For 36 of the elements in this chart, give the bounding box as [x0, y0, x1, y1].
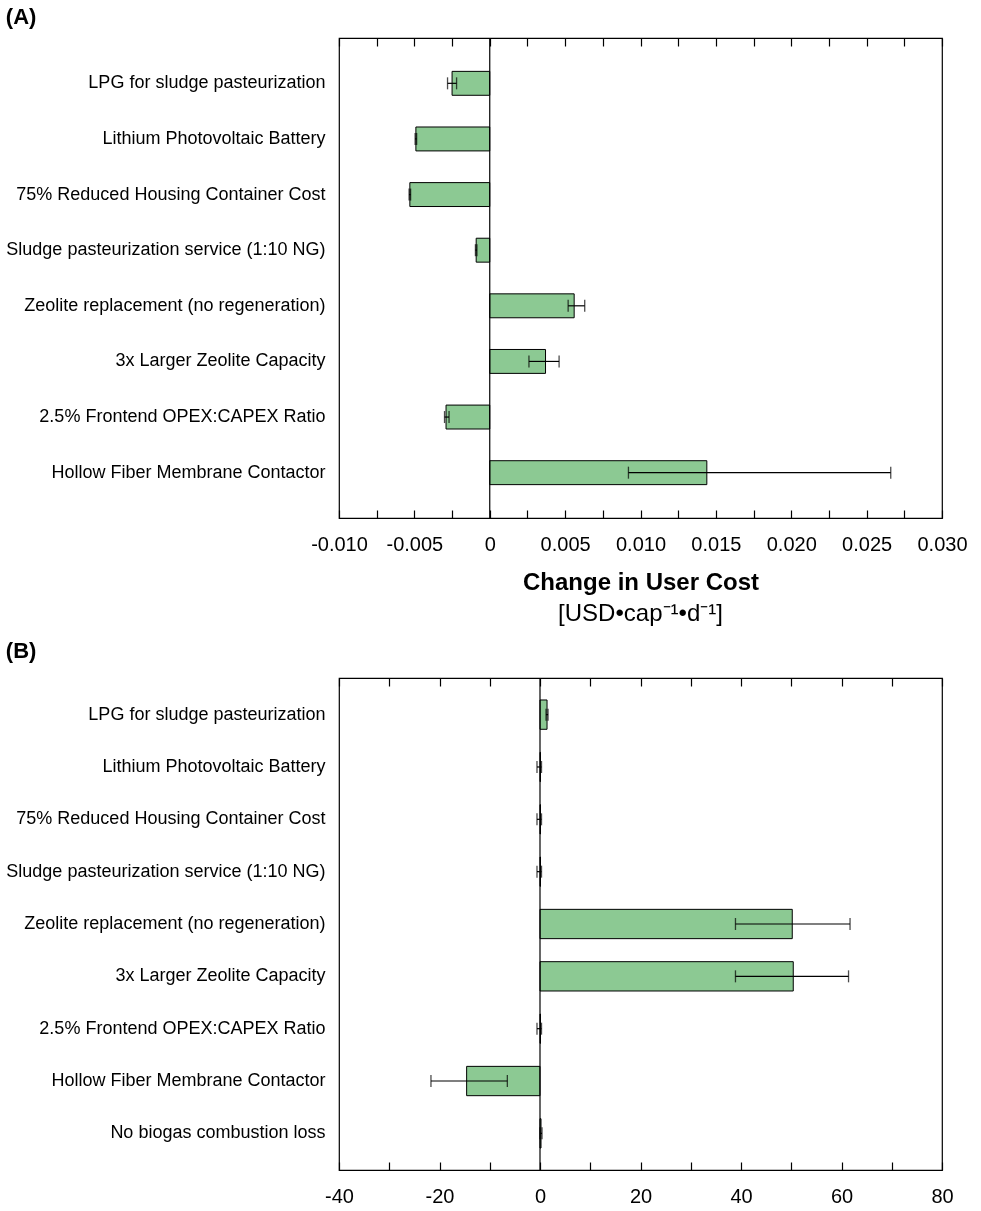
y-tick-label: 3x Larger Zeolite Capacity: [115, 350, 326, 371]
x-tick-label: 0.025: [842, 532, 893, 555]
text: (B): [5, 638, 37, 664]
x-tick-label: 0.005: [540, 532, 591, 555]
y-tick-label: 3x Larger Zeolite Capacity: [115, 965, 326, 986]
y-tick-label: 75% Reduced Housing Container Cost: [16, 808, 326, 829]
x-tick-label: 80: [931, 1184, 954, 1207]
y-tick-label: Zeolite replacement (no regeneration): [24, 913, 326, 933]
y-tick-label: Sludge pasteurization service (1:10 NG): [6, 239, 326, 260]
x-tick-label: -0.005: [386, 532, 444, 555]
x-tick-label: 0.015: [691, 532, 742, 555]
y-tick-label: 2.5% Frontend OPEX:CAPEX Ratio: [39, 1017, 326, 1038]
x-tick-label: 0: [484, 532, 496, 555]
y-tick-label: Hollow Fiber Membrane Contactor: [51, 461, 326, 482]
y-tick-label: Sludge pasteurization service (1:10 NG): [6, 860, 326, 881]
x-tick-label: 20: [629, 1184, 653, 1207]
y-tick-label: Hollow Fiber Membrane Contactor: [51, 1070, 326, 1091]
x-tick-label: 0: [534, 1184, 547, 1207]
y-tick-label: LPG for sludge pasteurization: [88, 703, 326, 724]
text: (A): [5, 4, 37, 30]
y-tick-label: 75% Reduced Housing Container Cost: [16, 183, 326, 204]
y-tick-label: Zeolite replacement (no regeneration): [24, 294, 326, 315]
y-tick-label: LPG for sludge pasteurization: [88, 72, 326, 93]
x-tick-label: 0.010: [615, 532, 667, 555]
x-tick-label: -20: [425, 1184, 455, 1207]
x-tick-label: 0.030: [917, 532, 968, 555]
y-tick-label: 2.5% Frontend OPEX:CAPEX Ratio: [39, 406, 326, 427]
y-tick-label: Lithium Photovoltaic Battery: [102, 127, 326, 148]
x-tick-label: -0.010: [311, 532, 368, 555]
x-tick-label: 60: [830, 1184, 854, 1207]
text: Change in User Cost [USD•cap⁻¹•d⁻¹]: [522, 567, 760, 626]
x-tick-label: -40: [325, 1184, 354, 1207]
y-tick-label: Lithium Photovoltaic Battery: [102, 755, 326, 776]
x-tick-label: 0.020: [766, 532, 817, 555]
y-tick-label: No biogas combustion loss: [110, 1122, 326, 1143]
x-tick-label: 40: [730, 1184, 753, 1207]
